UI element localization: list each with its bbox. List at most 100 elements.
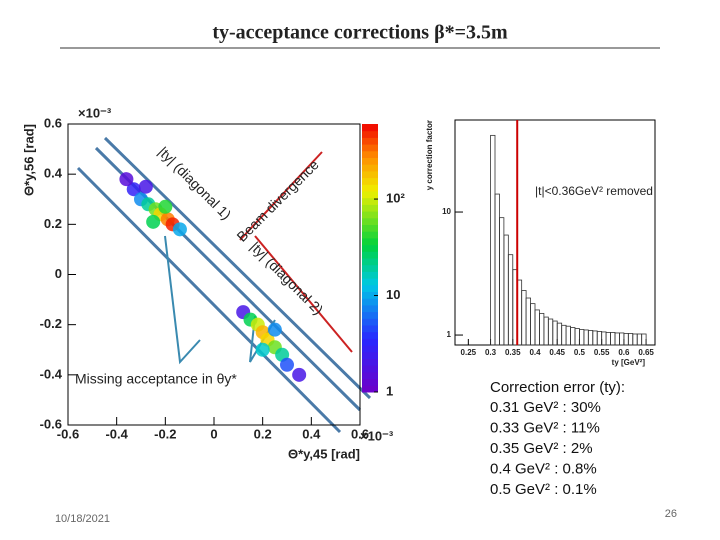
point	[172, 222, 187, 237]
point	[292, 367, 307, 382]
point	[138, 179, 153, 194]
colorbar-cell	[362, 130, 378, 138]
y-tick-label: 1	[447, 330, 452, 339]
axis-multiplier: ×10⁻³	[360, 428, 394, 443]
y-tick-label: 10	[442, 207, 451, 216]
x-tick-label: 0.25	[461, 348, 477, 357]
note-line: 0.33 GeV² : 11%	[490, 419, 600, 436]
x-axis-label: ty [GeV²]	[612, 358, 646, 367]
colorbar-cell	[362, 231, 378, 239]
colorbar-cell	[362, 124, 378, 132]
colorbar-cell	[362, 224, 378, 232]
histogram-bar	[587, 330, 594, 346]
y-axis-label: y correction factor	[425, 120, 434, 190]
colorbar-cell	[362, 191, 378, 199]
colorbar-cell	[362, 204, 378, 212]
histogram-bar	[610, 332, 616, 346]
annotation: Beam divergence	[233, 156, 322, 245]
threshold-annotation: |t|<0.36GeV² removed	[535, 184, 653, 198]
histogram-bar	[627, 333, 634, 346]
colorbar-cell	[362, 325, 378, 333]
note-line: 0.31 GeV² : 30%	[490, 399, 601, 416]
colorbar-cell	[362, 278, 378, 286]
histogram-bar	[579, 329, 585, 346]
x-tick-label: 0.3	[485, 348, 497, 357]
histogram-bar	[552, 320, 558, 346]
histogram-bar	[614, 332, 620, 346]
colorbar-cell	[362, 371, 378, 380]
histogram-bar	[605, 332, 611, 346]
point	[126, 182, 141, 197]
slide-title: ty-acceptance corrections β*=3.5m	[212, 22, 508, 44]
colorbar-cell	[362, 164, 378, 172]
notes-heading: Correction error (ty):	[490, 379, 625, 396]
y-tick-label: 0.6	[44, 115, 62, 130]
point	[280, 357, 294, 372]
x-tick-label: 0.5	[574, 348, 586, 357]
x-tick-label: 0.35	[505, 348, 521, 357]
x-tick-label: 0.65	[638, 348, 654, 357]
colorbar-cell	[362, 237, 378, 246]
y-tick-label: 0.2	[44, 216, 62, 231]
y-tick-label: -0.2	[40, 316, 62, 331]
colorbar-cell	[362, 271, 378, 279]
y-tick-label: -0.4	[40, 366, 63, 381]
annotation: |ty| (diagonal 2)	[247, 238, 326, 317]
point	[146, 214, 161, 229]
colorbar-cell	[362, 331, 378, 339]
histogram-bar	[574, 328, 580, 346]
histogram-bar	[507, 254, 514, 346]
colorbar-cell	[362, 197, 378, 205]
y-tick-label: 0.4	[44, 166, 63, 181]
x-tick-label: 0.6	[351, 426, 369, 441]
colorbar-cell	[362, 137, 378, 145]
page-number: 26	[665, 508, 677, 520]
histogram-bar	[490, 134, 496, 346]
colorbar-tick-label: 10²	[386, 191, 405, 206]
histogram-bar	[632, 333, 638, 346]
histogram-bar	[503, 234, 509, 346]
y-axis-label: Θ*y,56 [rad]	[21, 124, 36, 196]
histogram-bar	[570, 327, 576, 346]
histogram-bar	[596, 331, 603, 346]
colorbar-tick-label: 1	[386, 383, 393, 398]
colorbar-cell	[362, 378, 378, 386]
colorbar-cell	[362, 298, 378, 306]
colorbar-cell	[362, 150, 378, 158]
colorbar-cell	[362, 304, 378, 313]
colorbar-cell	[362, 284, 378, 292]
colorbar-cell	[362, 170, 378, 179]
histogram-bar	[561, 324, 567, 346]
x-tick-label: 0.45	[549, 348, 565, 357]
histogram-bar	[494, 193, 500, 346]
colorbar-cell	[362, 385, 378, 393]
x-tick-label: 0.2	[254, 426, 272, 441]
histogram-bar	[601, 331, 607, 346]
colorbar-cell	[362, 358, 378, 366]
histogram-bar	[623, 333, 629, 346]
red-arrows	[239, 151, 353, 353]
histogram-bar	[583, 329, 589, 346]
colorbar-cell	[362, 157, 378, 165]
point	[119, 172, 134, 187]
colorbar-cell	[362, 211, 378, 219]
histogram-bar	[521, 290, 527, 346]
colorbar-cell	[362, 144, 378, 152]
axis-multiplier: ×10⁻³	[78, 105, 112, 120]
colorbar-cell	[362, 177, 378, 185]
x-tick-label: 0.4	[529, 348, 541, 357]
histogram-bar	[539, 312, 545, 346]
colorbar-tick-label: 10	[386, 287, 400, 302]
notes: 0.31 GeV² : 30% 0.33 GeV² : 11% 0.35 GeV² …	[490, 399, 601, 498]
colorbar-cell	[362, 351, 378, 359]
colorbar-cell	[362, 251, 378, 259]
annotation: Missing acceptance in θy*	[75, 371, 237, 387]
x-tick-label: -0.4	[105, 426, 128, 441]
x-tick-label: -0.2	[154, 426, 176, 441]
colorbar-cell	[362, 291, 378, 299]
colorbar-cell	[362, 264, 378, 272]
histogram-bar	[565, 325, 571, 346]
x-tick-label: 0.4	[302, 426, 321, 441]
histogram-bar	[530, 303, 536, 346]
colorbar-cell	[362, 365, 378, 373]
